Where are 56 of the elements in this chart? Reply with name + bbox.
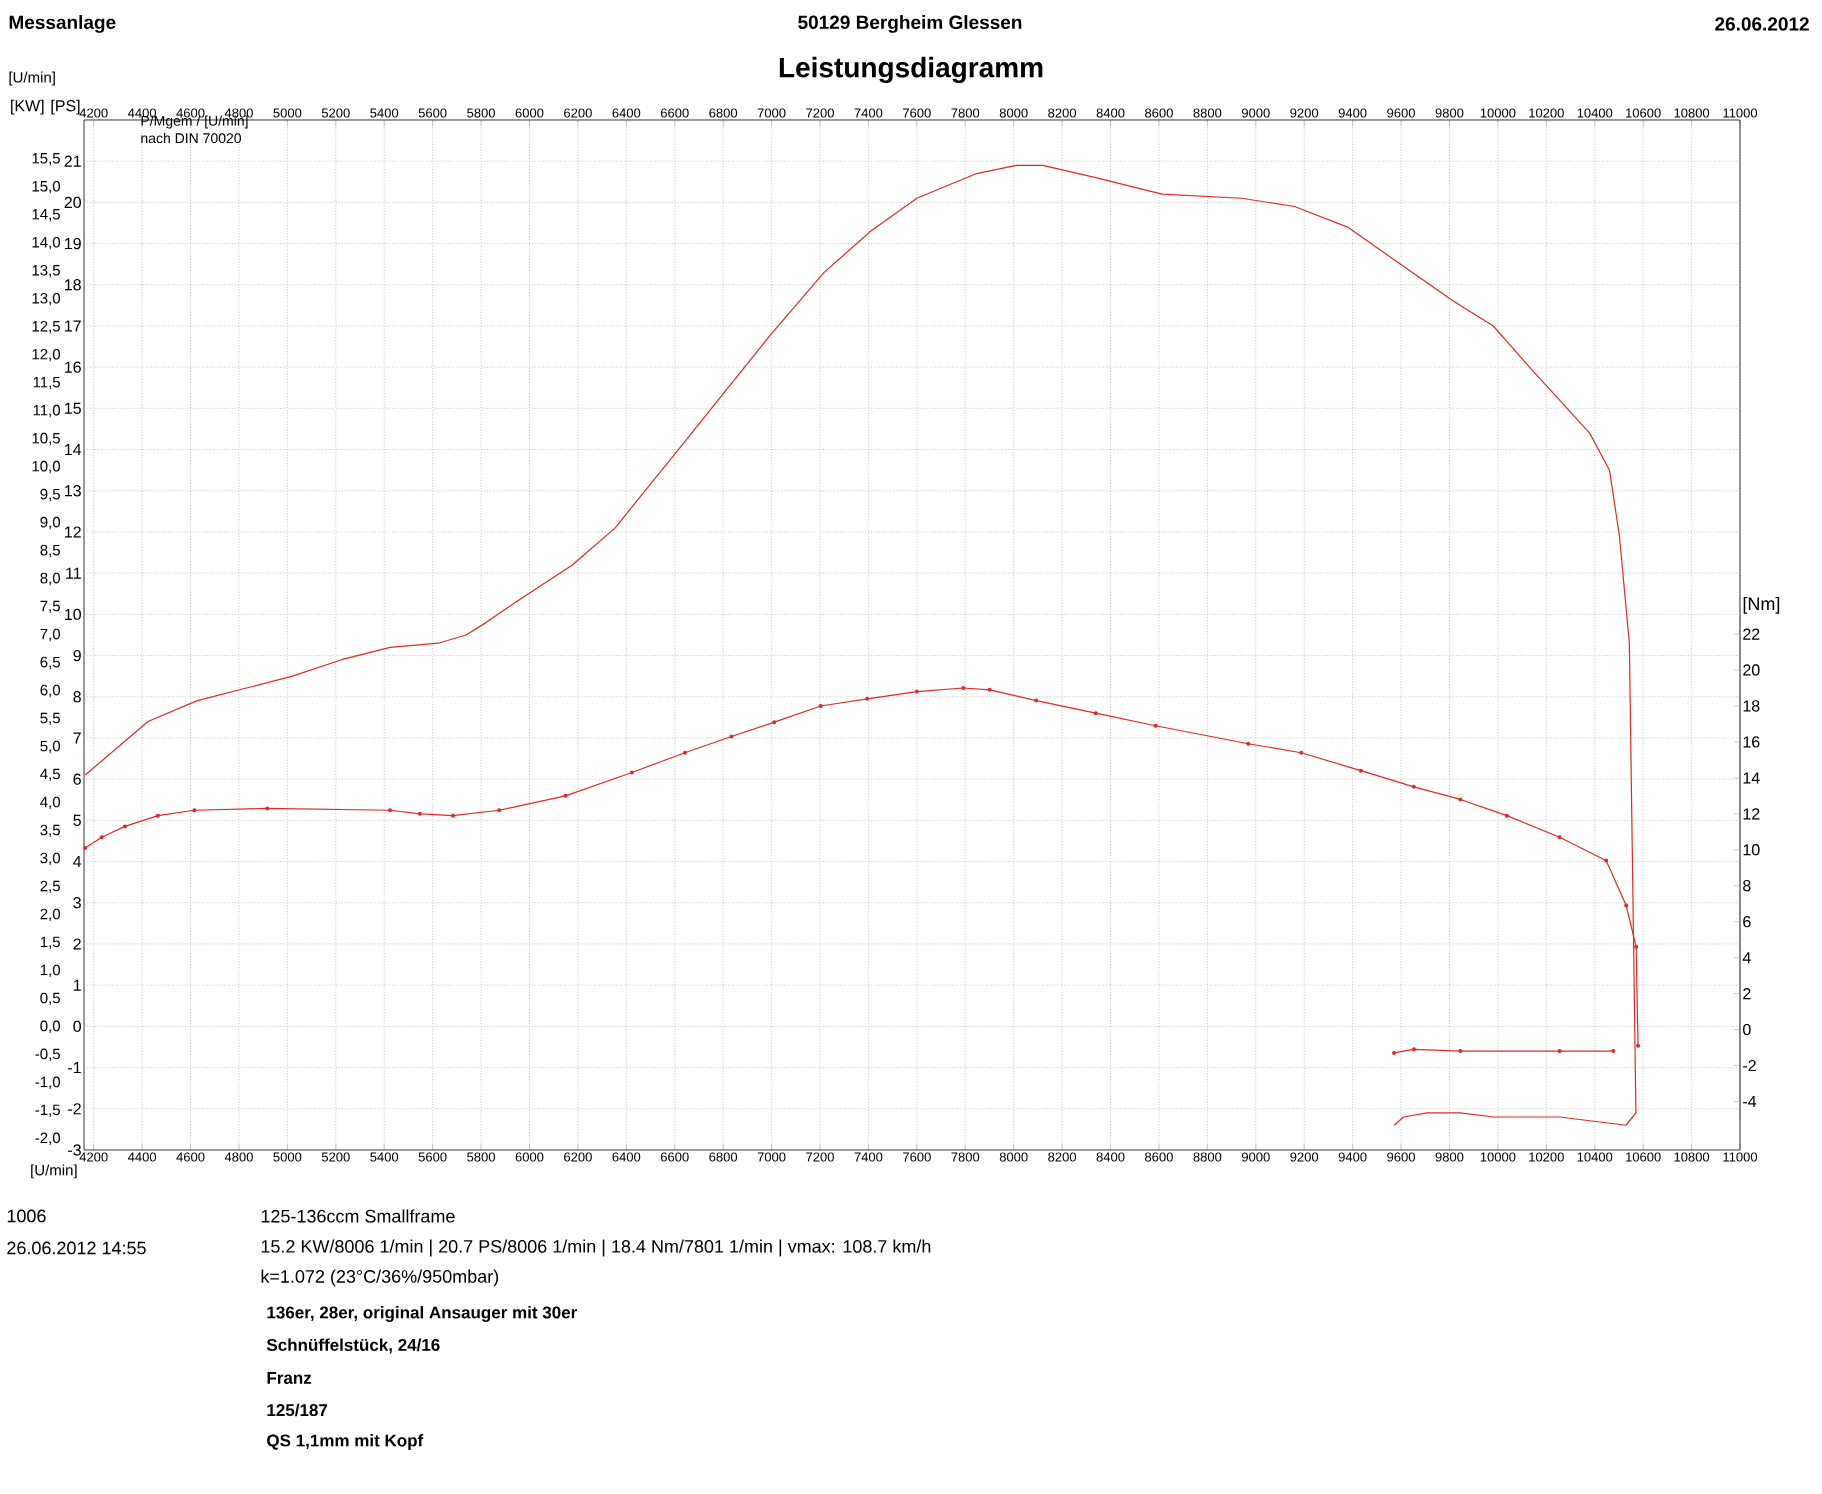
y2-axis-title: [PS]: [51, 99, 80, 115]
y3-tick-label: 4: [1742, 952, 1751, 964]
text: Messanlage: [9, 15, 116, 33]
text: 125/187: [267, 1403, 328, 1417]
y2-tick-label: 13: [65, 485, 81, 497]
y3-tick-label: 22: [1743, 628, 1760, 640]
text: 26.06.2012 14:55: [7, 1241, 146, 1255]
y3-tick-label: 10: [1743, 844, 1760, 856]
y3-tick-label: 12: [1743, 808, 1760, 820]
y2-tick-label: 21: [64, 155, 81, 167]
y3-tick-label: 20: [1743, 664, 1760, 676]
y2-tick-label: 19: [65, 237, 81, 250]
text: 15.2 KW/8006 1/min | 20.7 PS/8006 1/min | 18.4 Nm/7801 1/min | vmax: 108.7 km/h: [261, 1239, 931, 1257]
text: 26.06.2012: [1715, 17, 1809, 31]
y3-axis-title: [Nm]: [1743, 596, 1780, 614]
y2-tick-label: 3: [73, 897, 81, 909]
y2-tick-label: 7: [73, 732, 81, 744]
y2-tick-label: -2: [68, 1103, 81, 1115]
chart-title: Leistungsdiagramm: [779, 56, 1043, 84]
y2-tick-label: 17: [65, 320, 81, 332]
y2-tick-label: 0: [73, 1020, 81, 1033]
y2-tick-label: 12: [65, 526, 81, 538]
y2-tick-label: 2: [73, 938, 81, 950]
y2-tick-label: 15: [65, 402, 81, 414]
y3-tick-label: -2: [1743, 1059, 1756, 1072]
y2-tick-label: 18: [65, 279, 81, 291]
text: Franz: [267, 1372, 312, 1384]
y2-tick-label: 10: [65, 608, 81, 621]
y3-tick-label: 18: [1743, 700, 1760, 712]
y2-tick-label: -1: [68, 1062, 81, 1074]
text: k=1.072 (23°C/36%/950mbar): [261, 1269, 499, 1287]
y2-tick-label: 9: [73, 649, 81, 662]
text: 1006: [7, 1209, 46, 1223]
y3-tick-label: 8: [1743, 880, 1751, 892]
y-axis-title: [KW]: [11, 99, 44, 115]
text: 125-136ccm Smallframe: [261, 1209, 455, 1223]
text: Schnüffelstück, 24/16: [266, 1338, 440, 1354]
y2-tick-label: 6: [73, 773, 81, 785]
y2-tick-label: 11: [66, 567, 81, 579]
y2-tick-label: 20: [64, 196, 81, 209]
y3-tick-label: 16: [1743, 736, 1760, 748]
y3-tick-label: -4: [1743, 1095, 1757, 1107]
text: 136er, 28er, original Ansauger mit 30er: [267, 1306, 578, 1322]
y2-tick-label: 8: [73, 691, 81, 703]
y2-tick-label: 16: [65, 361, 81, 373]
y3-tick-label: 6: [1743, 916, 1751, 928]
y3-tick-label: 0: [1743, 1023, 1751, 1036]
y2-tick-label: 1: [73, 979, 81, 991]
y2-tick-label: 5: [73, 814, 81, 826]
y2-tick-label: 4: [73, 856, 82, 868]
text: 50129 Bergheim Glessen: [798, 15, 1022, 33]
y3-tick-label: 2: [1743, 988, 1751, 1000]
text: QS 1,1mm mit Kopf: [267, 1434, 424, 1450]
y2-tick-label: 14: [65, 444, 82, 456]
y2-tick-label: -3: [68, 1144, 81, 1156]
y3-tick-label: 14: [1743, 772, 1760, 784]
